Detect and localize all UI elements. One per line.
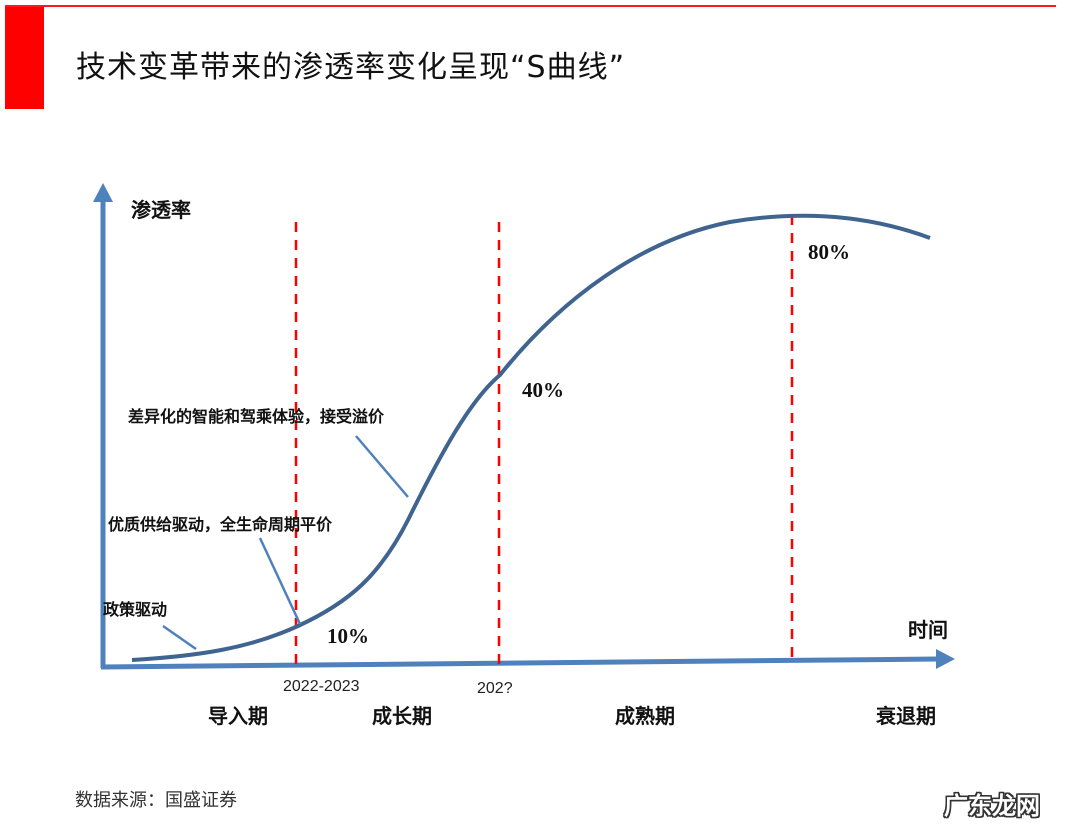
y-axis [93, 183, 113, 668]
year-label-1: 2022-2023 [283, 678, 360, 695]
annotation-supply: 优质供给驱动，全生命周期平价 [108, 515, 333, 534]
milestone-10pct: 10% [327, 624, 369, 648]
y-axis-label: 渗透率 [131, 198, 191, 222]
s-curve-line [131, 213, 931, 662]
x-axis-label: 时间 [908, 618, 948, 642]
annotation-experience: 差异化的智能和驾乘体验，接受溢价 [128, 407, 385, 426]
title-accent-bar [5, 7, 44, 109]
phase-growth: 成长期 [372, 704, 432, 728]
x-axis [100, 649, 955, 670]
page-title: 技术变革带来的渗透率变化呈现“S曲线” [76, 50, 626, 85]
leader-supply [258, 537, 302, 625]
phase-maturity: 成熟期 [615, 704, 675, 728]
top-rule [5, 5, 1056, 7]
leader-policy [162, 624, 197, 651]
year-label-2: 202? [477, 680, 513, 697]
milestone-80pct: 80% [808, 240, 850, 264]
data-source: 数据来源：国盛证券 [75, 790, 237, 811]
leader-experience [355, 435, 409, 498]
phase-decline: 衰退期 [876, 704, 936, 728]
phase-introduction: 导入期 [208, 704, 268, 728]
milestone-40pct: 40% [522, 378, 564, 402]
annotation-policy: 政策驱动 [103, 600, 168, 619]
watermark: 广东龙网 [944, 792, 1040, 820]
